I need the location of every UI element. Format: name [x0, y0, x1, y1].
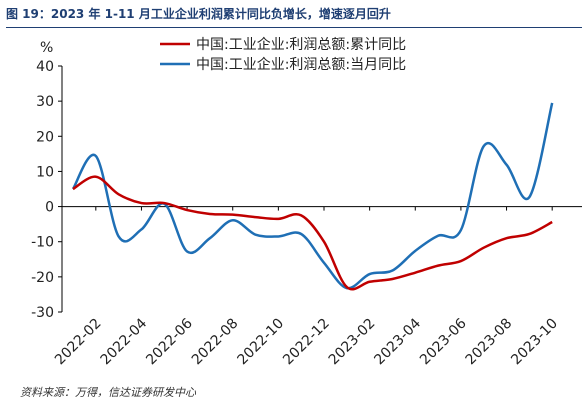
title-divider [6, 27, 582, 28]
legend-label-2: 中国:工业企业:利润总额:当月同比 [196, 56, 406, 73]
x-tick-label: 2022-12 [280, 316, 333, 369]
y-tick-label: -10 [31, 235, 54, 251]
x-tick-label: 2022-06 [143, 315, 196, 368]
y-tick-label: 30 [36, 94, 54, 110]
y-tick-label: 40 [36, 59, 54, 75]
series-layer [71, 102, 554, 291]
x-tick-label: 2022-08 [189, 316, 242, 369]
x-tick-label: 2023-04 [371, 315, 424, 368]
y-tick-label: 0 [45, 200, 54, 216]
y-tick-label: 20 [36, 129, 54, 145]
y-tick-label: 10 [36, 164, 54, 180]
y-axis: -30 -20 -10 0 10 20 30 40 [31, 59, 63, 321]
y-tick-label: -30 [31, 305, 54, 321]
x-tick-label: 2022-10 [235, 316, 288, 369]
legend-label-1: 中国:工业企业:利润总额:累计同比 [196, 36, 406, 53]
y-tick-label: -20 [31, 270, 54, 286]
series-line-1 [72, 175, 553, 291]
y-unit-label: % [40, 40, 53, 56]
series-line-2 [71, 102, 554, 290]
x-tick-label: 2023-10 [508, 316, 561, 369]
source-note: 资料来源：万得，信达证券研发中心 [20, 386, 196, 399]
figure-title: 图 19：2023 年 1-11 月工业企业利润累计同比负增长，增速逐月回升 [6, 7, 391, 21]
x-tick-label: 2023-06 [417, 315, 470, 368]
x-tick-label: 2022-02 [52, 316, 105, 369]
x-tick-label: 2023-02 [326, 316, 379, 369]
x-tick-label: 2023-08 [463, 316, 516, 369]
x-tick-label: 2022-04 [98, 315, 151, 368]
